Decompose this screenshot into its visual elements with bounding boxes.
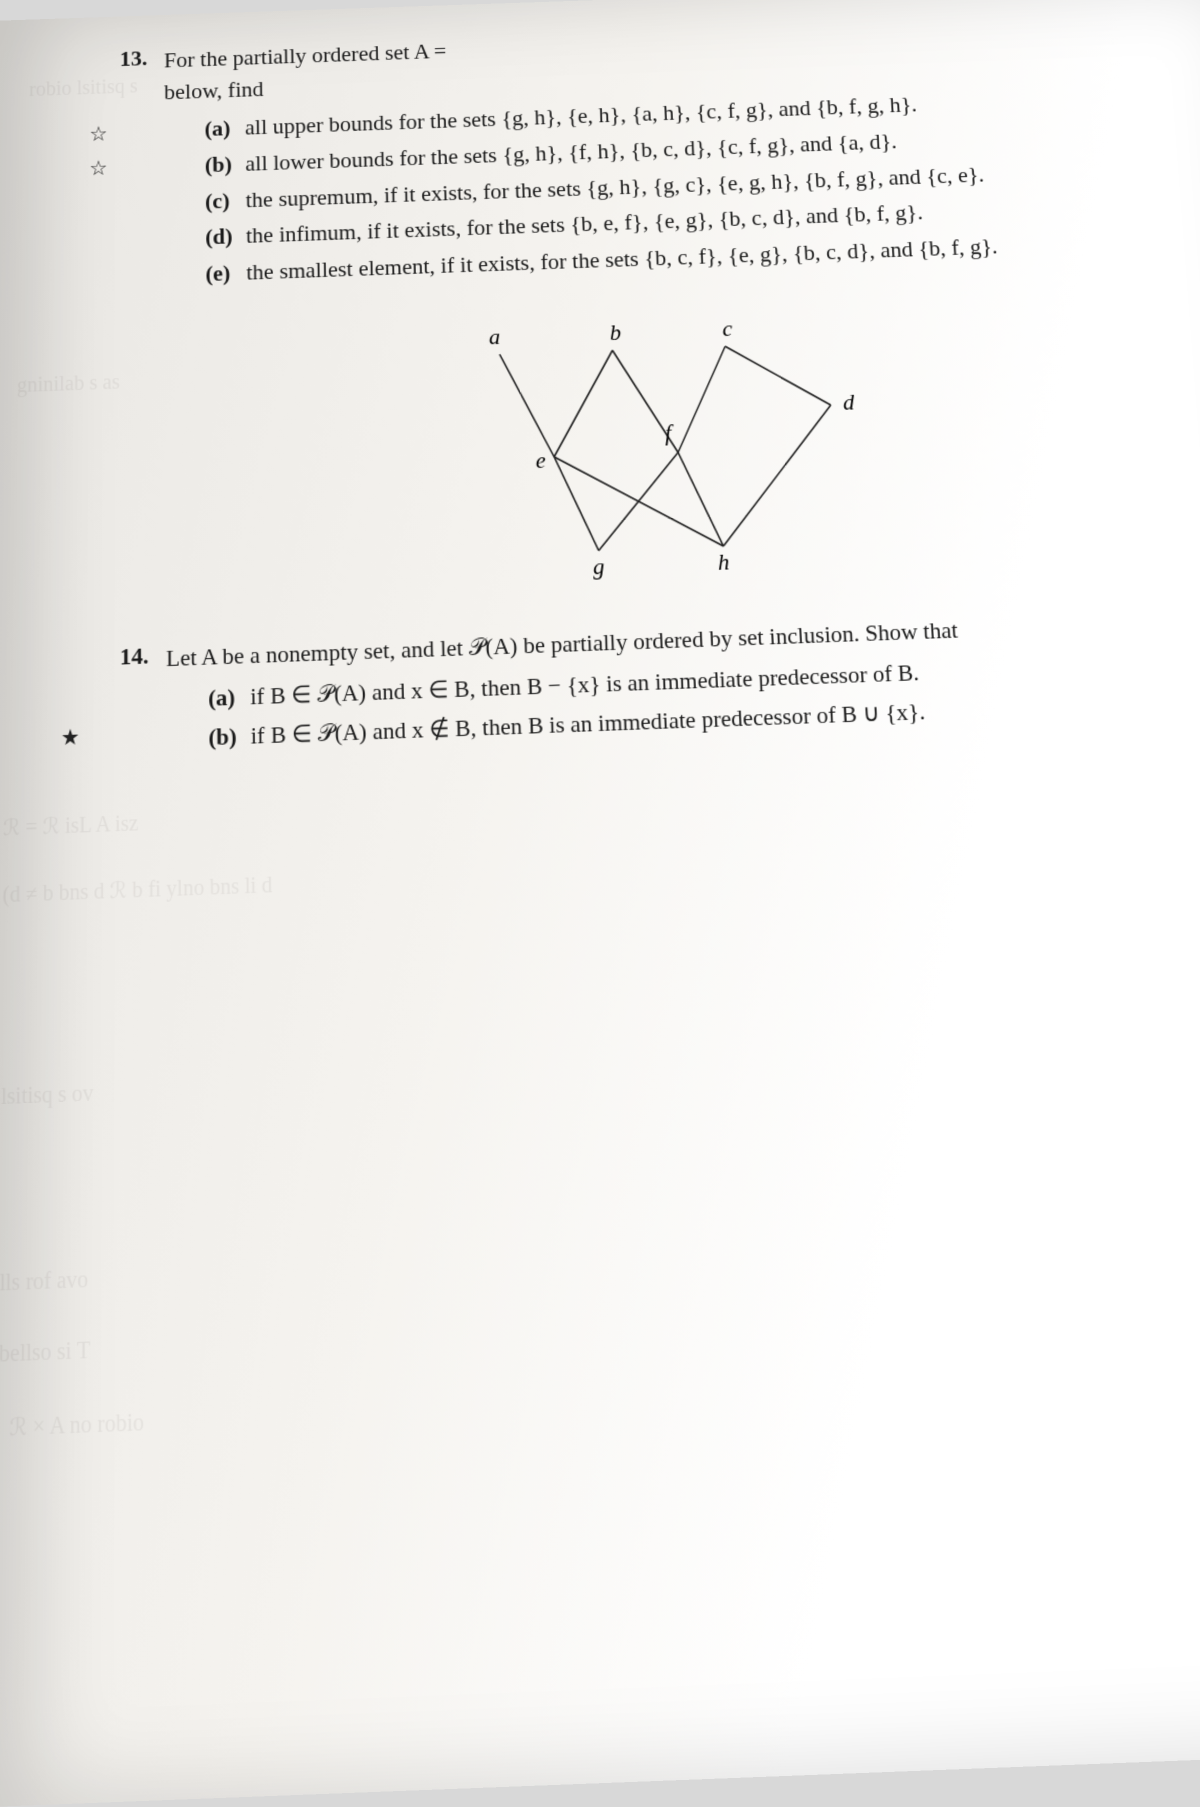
ghost-text: ℛ = ℛ isL A isz (3, 809, 138, 842)
hasse-edge (674, 347, 730, 453)
ghost-text: lls rof avo (0, 1267, 88, 1297)
hasse-node-e: e (535, 448, 546, 474)
ghost-text: bellso si T (0, 1338, 90, 1369)
sub-label: (a) (208, 679, 250, 715)
sub-label: (c) (205, 184, 246, 218)
sub-label: (d) (205, 220, 246, 254)
subparts: (a) all upper bounds for the sets {g, h}… (204, 80, 1153, 290)
star-icon: ★ (61, 723, 80, 755)
sub-label: (b) (208, 719, 250, 755)
hasse-node-g: g (593, 554, 605, 580)
hasse-edge (718, 405, 838, 546)
hasse-node-d: d (842, 390, 855, 416)
hasse-node-b: b (609, 320, 621, 345)
hasse-edge (554, 456, 599, 553)
textbook-page: robio lsitisq s gninilab s as ℛ = ℛ isL … (0, 0, 1200, 1807)
star-icon: ☆ (89, 120, 107, 150)
problem-14: 14. Let A be a nonempty set, and let 𝒫(A… (120, 605, 1195, 763)
ghost-text: lsitisq s ov (1, 1081, 94, 1111)
hasse-edge (678, 451, 723, 548)
sub-label: (b) (205, 147, 246, 181)
hasse-node-c: c (722, 316, 733, 341)
hasse-node-h: h (717, 549, 730, 575)
problem-number: 13. (120, 45, 160, 72)
problem-body: For the partially ordered set A = below,… (164, 11, 1154, 296)
hasse-node-a: a (489, 324, 501, 349)
problem-13: 13. For the partially ordered set A = be… (120, 11, 1160, 298)
hasse-svg: a b c d e f g h (437, 301, 860, 589)
sub-label: (e) (205, 256, 246, 290)
hasse-edge (595, 453, 681, 551)
hasse-node-f: f (664, 420, 674, 446)
intro-line: For the partially ordered set A = (164, 38, 447, 73)
ghost-text: gninilab s as (17, 371, 120, 399)
sub-label: (a) (204, 111, 245, 144)
star-icon: ☆ (89, 154, 107, 184)
ghost-text: ℛ × A no robio (9, 1407, 144, 1442)
problem-body: Let A be a nonempty set, and let 𝒫(A) be… (166, 605, 1188, 761)
hasse-edge (500, 353, 555, 459)
hasse-edge (725, 343, 831, 409)
hasse-edge (551, 351, 616, 458)
problem-number: 14. (120, 642, 162, 672)
hasse-diagram: a b c d e f g h (437, 301, 860, 589)
ghost-text: (d ≠ b bns d ℛ b fi ylno bns li d (2, 871, 272, 909)
below-line: below, find (164, 76, 264, 104)
